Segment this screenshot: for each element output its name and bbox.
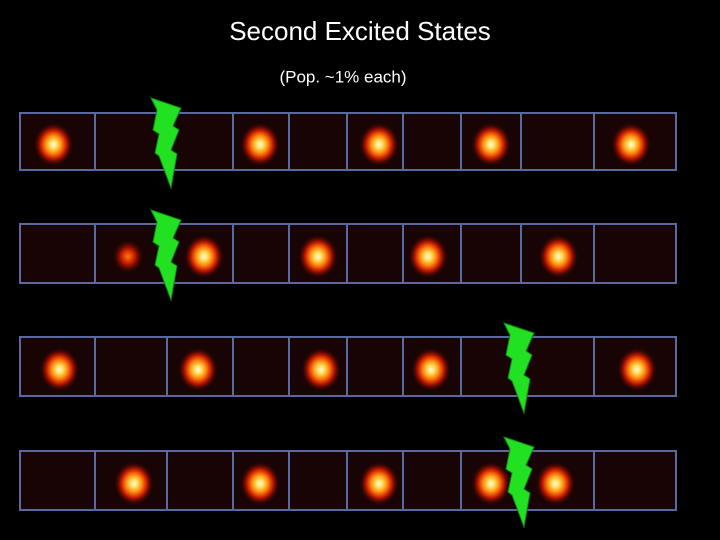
glow [298,234,338,279]
frame [520,112,595,171]
frame [166,112,234,171]
frame [288,450,348,511]
glow [471,461,511,506]
frame [346,336,404,397]
glow [240,461,280,506]
frame [232,336,290,397]
lightning-bolt [150,97,182,190]
lightning-bolts [150,97,535,529]
glow [471,122,511,167]
glow [538,234,579,279]
frame [94,336,168,397]
glow [39,347,80,392]
frame [19,450,96,511]
frame [402,112,462,171]
glow [184,234,224,279]
lightning-bolt [503,436,535,529]
glow [617,347,657,392]
slide-title: Second Excited States [229,16,491,46]
glow [359,461,399,506]
slide-subtitle: (Pop. ~1% each) [279,67,406,86]
frame [19,223,96,284]
glow [359,122,399,167]
frame [232,223,290,284]
glow [411,347,451,392]
frame [166,450,234,511]
lightning-bolt [503,322,535,415]
frame [402,450,462,511]
frame [346,223,404,284]
frame [520,336,595,397]
frame [593,450,677,511]
glow [301,347,341,392]
image-strips [19,112,677,511]
glow [114,461,154,506]
glow [535,461,576,506]
glow [33,122,74,167]
glow [611,122,651,167]
lightning-bolt [150,209,182,302]
glow [178,347,218,392]
frame [288,112,348,171]
frame [460,223,522,284]
glow [240,122,280,167]
glow [112,239,144,274]
frame [593,223,677,284]
glow [408,234,448,279]
